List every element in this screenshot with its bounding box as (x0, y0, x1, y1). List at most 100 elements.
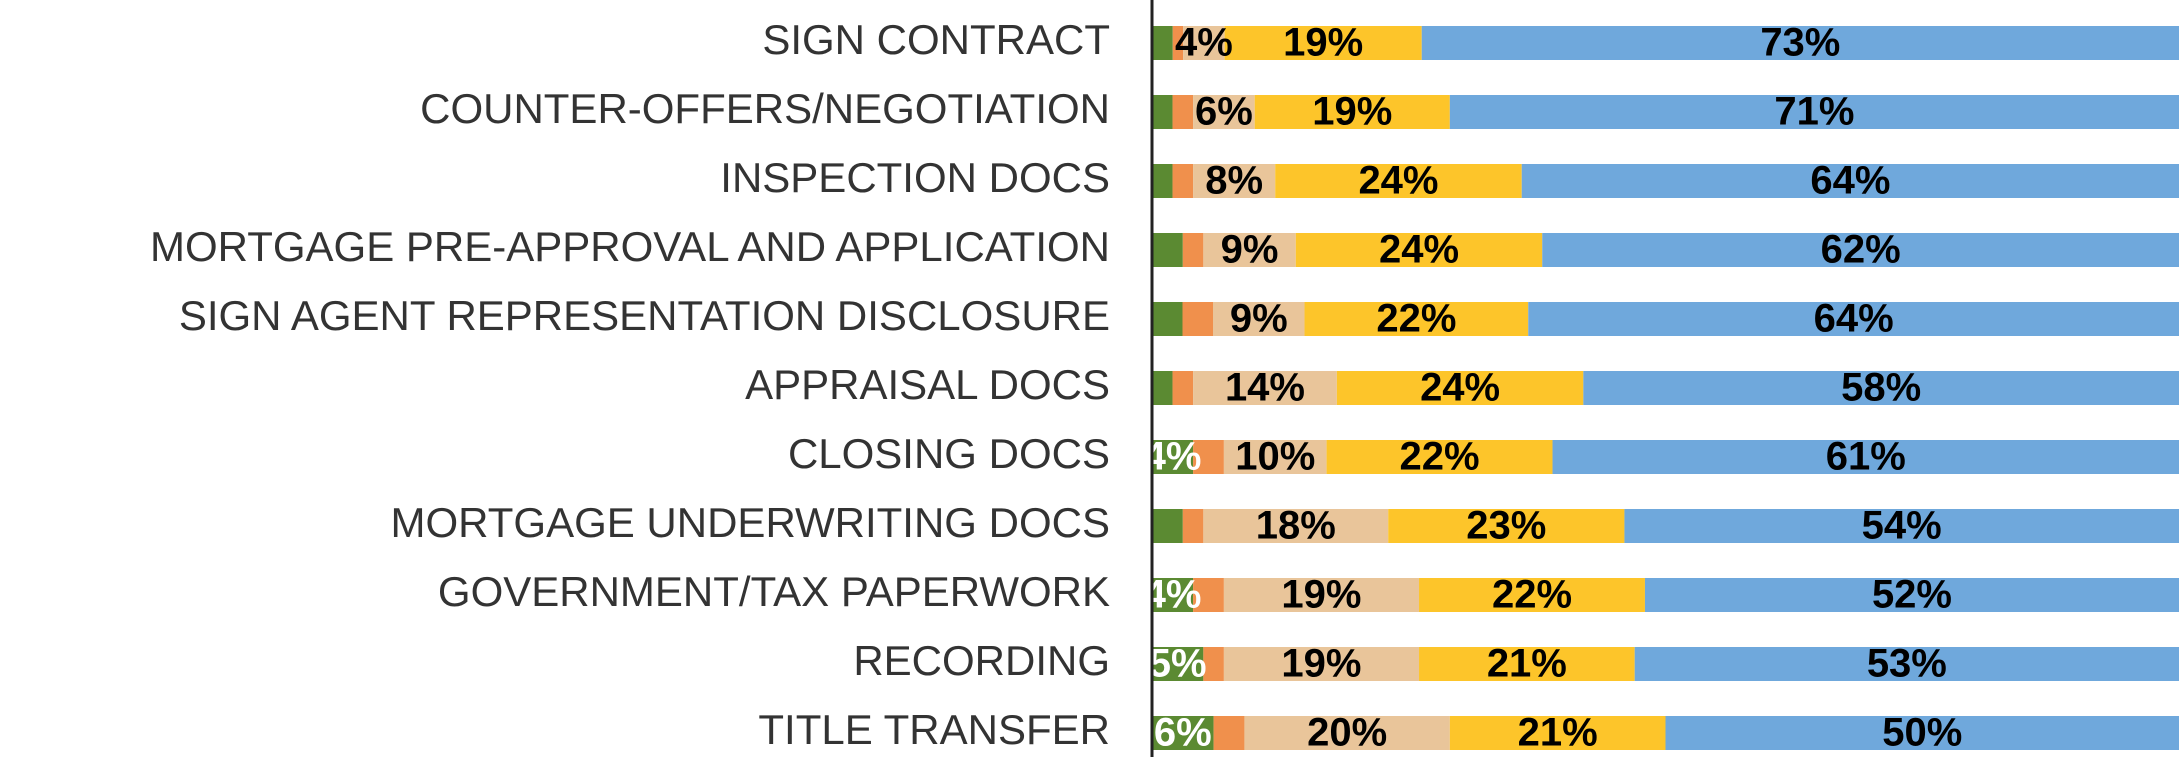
bar-segment (1193, 440, 1224, 474)
value-label: 6% (1195, 90, 1253, 134)
value-label: 64% (1814, 297, 1894, 341)
bar-segment (1644, 578, 2179, 612)
bar-segment (1275, 164, 1522, 198)
value-label: 9% (1230, 297, 1288, 341)
bar-segment (1254, 95, 1450, 129)
category-label: COUNTER-OFFERS/NEGOTIATION (420, 85, 1110, 132)
bar-segment (1152, 578, 1194, 612)
bar-segment (1223, 440, 1327, 474)
category-label: MORTGAGE PRE-APPROVAL AND APPLICATION (150, 223, 1110, 270)
value-label: 8% (1205, 159, 1263, 203)
bar-segment (1193, 578, 1224, 612)
bar-segment (1152, 302, 1183, 336)
value-label: 52% (1872, 573, 1952, 617)
value-label: 19% (1281, 642, 1361, 686)
value-label: 19% (1281, 573, 1361, 617)
bar-segment (1172, 95, 1194, 129)
value-label: 19% (1312, 90, 1392, 134)
labels: SIGN CONTRACT 4% 19% 73% COUNTER-OFFERS/NEGO… (150, 16, 1962, 754)
bar-segment (1528, 302, 2179, 336)
category-label: INSPECTION DOCS (720, 154, 1110, 201)
bar-segment (1152, 509, 1183, 543)
bar-segment (1213, 302, 1305, 336)
value-label: 9% (1221, 228, 1279, 272)
category-label: APPRAISAL DOCS (745, 361, 1110, 408)
value-label: 10% (1235, 435, 1315, 479)
bar-segment (1223, 647, 1420, 681)
category-label: SIGN CONTRACT (762, 16, 1110, 63)
value-label: 23% (1466, 504, 1546, 548)
bar-segment (1449, 95, 2179, 129)
value-label: 53% (1867, 642, 1947, 686)
value-label: 61% (1826, 435, 1906, 479)
bar-segment (1183, 26, 1225, 60)
value-label: 4% (1175, 21, 1233, 65)
bar-segment (1193, 371, 1337, 405)
category-label: TITLE TRANSFER (758, 706, 1110, 753)
value-label: 14% (1225, 366, 1305, 410)
category-label: MORTGAGE UNDERWRITING DOCS (391, 499, 1110, 546)
bar-segment (1552, 440, 2179, 474)
value-label: 62% (1821, 228, 1901, 272)
bar-segment (1583, 371, 2179, 405)
category-label: GOVERNMENT/TAX PAPERWORK (438, 568, 1110, 615)
bar-segment (1152, 26, 1173, 60)
bar-segment (1152, 716, 1214, 750)
value-label: 50% (1882, 711, 1962, 755)
value-label: 58% (1841, 366, 1921, 410)
value-label: 64% (1810, 159, 1890, 203)
category-label: RECORDING (853, 637, 1110, 684)
bar-segment (1223, 578, 1420, 612)
category-label: CLOSING DOCS (788, 430, 1110, 477)
bar-segment (1213, 716, 1245, 750)
value-label: 24% (1420, 366, 1500, 410)
bar-segment (1152, 647, 1204, 681)
bar-segment (1336, 371, 1584, 405)
value-label: 20% (1307, 711, 1387, 755)
bar-segment (1203, 233, 1296, 267)
bar-segment (1193, 95, 1255, 129)
value-label: 24% (1358, 159, 1438, 203)
value-label: 6% (1154, 711, 1212, 755)
bar-segment (1193, 164, 1276, 198)
bar-segment (1624, 509, 2179, 543)
bar-segment (1182, 233, 1204, 267)
bar-segment (1634, 647, 2179, 681)
value-label: 18% (1256, 504, 1336, 548)
bar-segment (1152, 371, 1173, 405)
bar-segment (1152, 95, 1173, 129)
bar-segment (1521, 164, 2179, 198)
bar-segment (1244, 716, 1450, 750)
bar-segment (1182, 302, 1214, 336)
bar-segment (1152, 164, 1173, 198)
bar-segment (1172, 371, 1194, 405)
bar-segment (1224, 26, 1422, 60)
bar-segment (1419, 647, 1635, 681)
value-label: 21% (1487, 642, 1567, 686)
bar-segment (1449, 716, 1666, 750)
value-label: 22% (1400, 435, 1480, 479)
value-label: 22% (1492, 573, 1572, 617)
value-label: 21% (1518, 711, 1598, 755)
value-label: 73% (1760, 21, 1840, 65)
value-label: 5% (1149, 642, 1207, 686)
value-label: 22% (1376, 297, 1456, 341)
bar-segment (1172, 164, 1194, 198)
bar-segment (1295, 233, 1543, 267)
bar-segment (1182, 509, 1204, 543)
value-label: 54% (1862, 504, 1942, 548)
bar-segment (1172, 26, 1184, 60)
category-label: SIGN AGENT REPRESENTATION DISCLOSURE (179, 292, 1110, 339)
bar-segment (1419, 578, 1645, 612)
bar-segment (1388, 509, 1625, 543)
bar-segment (1304, 302, 1529, 336)
bar-segment (1326, 440, 1553, 474)
bar-segment (1421, 26, 2179, 60)
bar-segment (1665, 716, 2179, 750)
bar-segment (1542, 233, 2179, 267)
bars (1152, 26, 2179, 750)
value-label: 19% (1283, 21, 1363, 65)
bar-segment (1203, 509, 1389, 543)
